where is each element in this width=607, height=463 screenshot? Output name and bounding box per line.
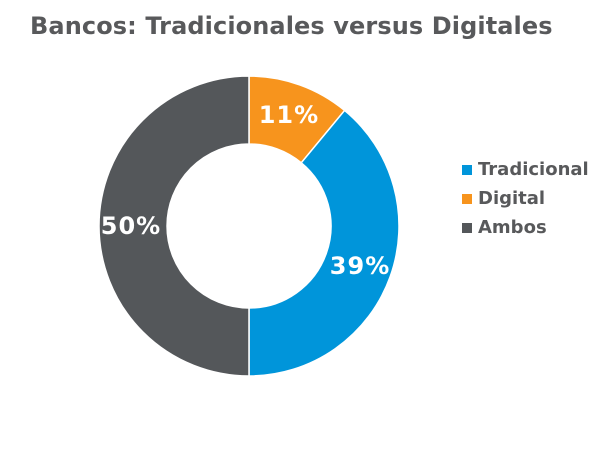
legend-swatch-digital [462, 193, 472, 204]
slice-tradicional[interactable] [248, 109, 400, 377]
chart-legend: Tradicional Digital Ambos [462, 155, 589, 242]
legend-swatch-tradicional [462, 164, 472, 175]
slice-ambos[interactable] [98, 75, 250, 377]
legend-label-digital: Digital [478, 188, 546, 209]
slice-label-digital: 11% [259, 101, 319, 129]
donut-slices [98, 75, 400, 377]
legend-item-ambos[interactable]: Ambos [462, 213, 589, 242]
legend-label-ambos: Ambos [478, 217, 547, 238]
slice-label-ambos: 50% [101, 212, 161, 240]
legend-label-tradicional: Tradicional [478, 159, 589, 180]
legend-item-digital[interactable]: Digital [462, 184, 589, 213]
legend-swatch-ambos [462, 222, 472, 233]
slice-labels: 11% 39% 50% [101, 101, 390, 280]
chart-title: Bancos: Tradicionales versus Digitales [30, 12, 553, 40]
slice-label-tradicional: 39% [330, 252, 390, 280]
legend-item-tradicional[interactable]: Tradicional [462, 155, 589, 184]
